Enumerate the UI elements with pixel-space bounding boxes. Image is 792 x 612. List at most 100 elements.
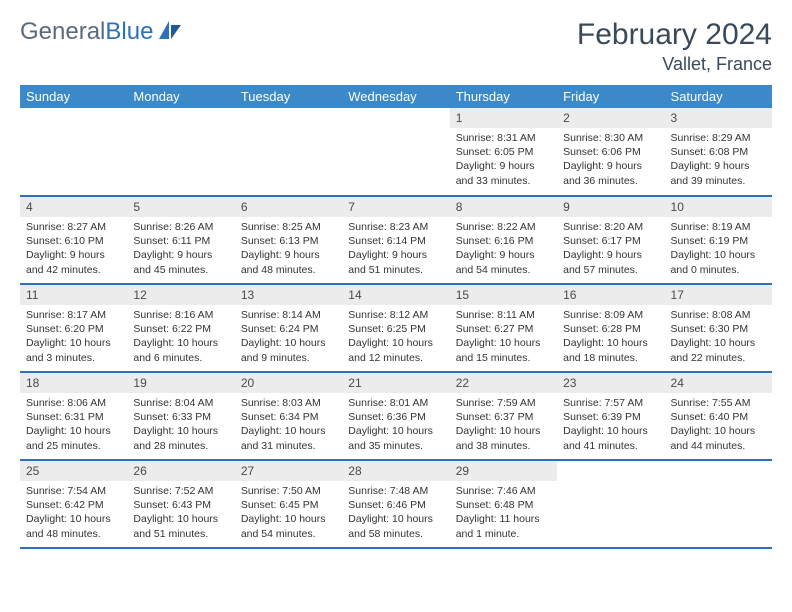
calendar-cell: 10Sunrise: 8:19 AMSunset: 6:19 PMDayligh… xyxy=(665,196,772,284)
day-details: Sunrise: 7:54 AMSunset: 6:42 PMDaylight:… xyxy=(20,481,127,547)
day-details: Sunrise: 7:50 AMSunset: 6:45 PMDaylight:… xyxy=(235,481,342,547)
sunset-line: Sunset: 6:05 PM xyxy=(456,145,551,159)
calendar-cell: 18Sunrise: 8:06 AMSunset: 6:31 PMDayligh… xyxy=(20,372,127,460)
title-block: February 2024 Vallet, France xyxy=(577,18,772,75)
calendar-week: 25Sunrise: 7:54 AMSunset: 6:42 PMDayligh… xyxy=(20,460,772,548)
day-details: Sunrise: 8:04 AMSunset: 6:33 PMDaylight:… xyxy=(127,393,234,459)
calendar-week: 4Sunrise: 8:27 AMSunset: 6:10 PMDaylight… xyxy=(20,196,772,284)
calendar-cell: 13Sunrise: 8:14 AMSunset: 6:24 PMDayligh… xyxy=(235,284,342,372)
day-number: 28 xyxy=(342,461,449,481)
daylight-line: Daylight: 10 hours and 15 minutes. xyxy=(456,336,551,364)
sunset-line: Sunset: 6:37 PM xyxy=(456,410,551,424)
day-number: 24 xyxy=(665,373,772,393)
day-details: Sunrise: 8:14 AMSunset: 6:24 PMDaylight:… xyxy=(235,305,342,371)
day-details: Sunrise: 8:20 AMSunset: 6:17 PMDaylight:… xyxy=(557,217,664,283)
logo: GeneralBlue xyxy=(20,18,183,46)
day-number: 8 xyxy=(450,197,557,217)
calendar-table: SundayMondayTuesdayWednesdayThursdayFrid… xyxy=(20,85,772,549)
day-number: 16 xyxy=(557,285,664,305)
calendar-cell xyxy=(127,108,234,196)
daylight-line: Daylight: 10 hours and 51 minutes. xyxy=(133,512,228,540)
weekday-header: Monday xyxy=(127,85,234,108)
calendar-cell: 19Sunrise: 8:04 AMSunset: 6:33 PMDayligh… xyxy=(127,372,234,460)
daylight-line: Daylight: 10 hours and 48 minutes. xyxy=(26,512,121,540)
day-details: Sunrise: 8:03 AMSunset: 6:34 PMDaylight:… xyxy=(235,393,342,459)
day-number: 17 xyxy=(665,285,772,305)
day-details: Sunrise: 8:22 AMSunset: 6:16 PMDaylight:… xyxy=(450,217,557,283)
sunrise-line: Sunrise: 8:17 AM xyxy=(26,308,121,322)
sunrise-line: Sunrise: 8:25 AM xyxy=(241,220,336,234)
daylight-line: Daylight: 10 hours and 6 minutes. xyxy=(133,336,228,364)
calendar-cell xyxy=(20,108,127,196)
sunset-line: Sunset: 6:24 PM xyxy=(241,322,336,336)
day-number: 23 xyxy=(557,373,664,393)
weekday-header: Saturday xyxy=(665,85,772,108)
sunrise-line: Sunrise: 7:48 AM xyxy=(348,484,443,498)
calendar-cell: 24Sunrise: 7:55 AMSunset: 6:40 PMDayligh… xyxy=(665,372,772,460)
sunrise-line: Sunrise: 8:11 AM xyxy=(456,308,551,322)
sunset-line: Sunset: 6:08 PM xyxy=(671,145,766,159)
sunrise-line: Sunrise: 7:52 AM xyxy=(133,484,228,498)
sunrise-line: Sunrise: 7:57 AM xyxy=(563,396,658,410)
calendar-cell: 16Sunrise: 8:09 AMSunset: 6:28 PMDayligh… xyxy=(557,284,664,372)
sunset-line: Sunset: 6:13 PM xyxy=(241,234,336,248)
day-number: 26 xyxy=(127,461,234,481)
sunset-line: Sunset: 6:22 PM xyxy=(133,322,228,336)
daylight-line: Daylight: 9 hours and 39 minutes. xyxy=(671,159,766,187)
sunrise-line: Sunrise: 8:27 AM xyxy=(26,220,121,234)
sunrise-line: Sunrise: 8:29 AM xyxy=(671,131,766,145)
calendar-cell xyxy=(665,460,772,548)
weekday-header: Sunday xyxy=(20,85,127,108)
sunrise-line: Sunrise: 8:31 AM xyxy=(456,131,551,145)
day-details: Sunrise: 8:06 AMSunset: 6:31 PMDaylight:… xyxy=(20,393,127,459)
calendar-cell: 3Sunrise: 8:29 AMSunset: 6:08 PMDaylight… xyxy=(665,108,772,196)
day-details: Sunrise: 8:30 AMSunset: 6:06 PMDaylight:… xyxy=(557,128,664,194)
sunrise-line: Sunrise: 8:26 AM xyxy=(133,220,228,234)
day-details: Sunrise: 8:29 AMSunset: 6:08 PMDaylight:… xyxy=(665,128,772,194)
daylight-line: Daylight: 9 hours and 48 minutes. xyxy=(241,248,336,276)
calendar-cell: 26Sunrise: 7:52 AMSunset: 6:43 PMDayligh… xyxy=(127,460,234,548)
sunrise-line: Sunrise: 8:12 AM xyxy=(348,308,443,322)
sunset-line: Sunset: 6:33 PM xyxy=(133,410,228,424)
day-details: Sunrise: 8:12 AMSunset: 6:25 PMDaylight:… xyxy=(342,305,449,371)
calendar-cell: 9Sunrise: 8:20 AMSunset: 6:17 PMDaylight… xyxy=(557,196,664,284)
sunset-line: Sunset: 6:28 PM xyxy=(563,322,658,336)
sunset-line: Sunset: 6:45 PM xyxy=(241,498,336,512)
sunset-line: Sunset: 6:20 PM xyxy=(26,322,121,336)
day-number: 21 xyxy=(342,373,449,393)
sunrise-line: Sunrise: 8:22 AM xyxy=(456,220,551,234)
day-number: 2 xyxy=(557,108,664,128)
calendar-head: SundayMondayTuesdayWednesdayThursdayFrid… xyxy=(20,85,772,108)
day-number: 18 xyxy=(20,373,127,393)
day-number: 25 xyxy=(20,461,127,481)
daylight-line: Daylight: 10 hours and 9 minutes. xyxy=(241,336,336,364)
day-number: 6 xyxy=(235,197,342,217)
sunrise-line: Sunrise: 8:04 AM xyxy=(133,396,228,410)
day-number: 20 xyxy=(235,373,342,393)
logo-sail-icon xyxy=(157,19,183,46)
day-number: 3 xyxy=(665,108,772,128)
day-details: Sunrise: 7:46 AMSunset: 6:48 PMDaylight:… xyxy=(450,481,557,547)
calendar-body: 1Sunrise: 8:31 AMSunset: 6:05 PMDaylight… xyxy=(20,108,772,548)
calendar-cell xyxy=(235,108,342,196)
day-number: 15 xyxy=(450,285,557,305)
sunset-line: Sunset: 6:25 PM xyxy=(348,322,443,336)
sunrise-line: Sunrise: 8:09 AM xyxy=(563,308,658,322)
calendar-cell: 7Sunrise: 8:23 AMSunset: 6:14 PMDaylight… xyxy=(342,196,449,284)
calendar-cell: 6 Sunrise: 8:25 AMSunset: 6:13 PMDaylight… xyxy=(235,196,342,284)
daylight-line: Daylight: 10 hours and 25 minutes. xyxy=(26,424,121,452)
sunset-line: Sunset: 6:34 PM xyxy=(241,410,336,424)
day-number: 13 xyxy=(235,285,342,305)
day-details: Sunrise: 8:26 AMSunset: 6:11 PMDaylight:… xyxy=(127,217,234,283)
location: Vallet, France xyxy=(577,54,772,75)
day-details: Sunrise: 8:27 AMSunset: 6:10 PMDaylight:… xyxy=(20,217,127,283)
calendar-cell: 1Sunrise: 8:31 AMSunset: 6:05 PMDaylight… xyxy=(450,108,557,196)
sunrise-line: Sunrise: 8:03 AM xyxy=(241,396,336,410)
daylight-line: Daylight: 9 hours and 33 minutes. xyxy=(456,159,551,187)
sunset-line: Sunset: 6:30 PM xyxy=(671,322,766,336)
calendar-cell: 22Sunrise: 7:59 AMSunset: 6:37 PMDayligh… xyxy=(450,372,557,460)
sunrise-line: Sunrise: 8:30 AM xyxy=(563,131,658,145)
day-details: Sunrise: 8:16 AMSunset: 6:22 PMDaylight:… xyxy=(127,305,234,371)
day-number: 10 xyxy=(665,197,772,217)
sunset-line: Sunset: 6:17 PM xyxy=(563,234,658,248)
